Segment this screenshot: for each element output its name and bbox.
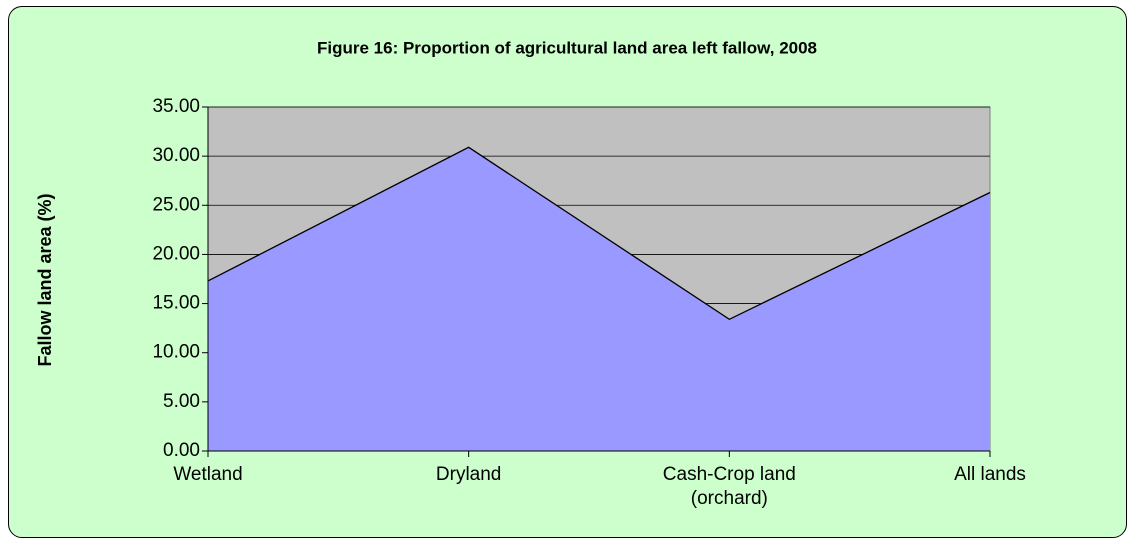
x-tick-label: Dryland (435, 464, 502, 485)
y-tick-label: 10.00 (152, 342, 200, 363)
area (208, 147, 990, 451)
y-tick-label: 15.00 (152, 293, 200, 314)
x-tick-label: Cash-Crop land (orchard) (662, 464, 796, 509)
y-tick-label: 30.00 (152, 145, 200, 166)
y-tick-label: 35.00 (152, 96, 200, 117)
area-outline (207, 146, 991, 321)
chart-title: Figure 16: Proportion of agricultural la… (317, 38, 817, 57)
x-tick-label: Wetland (173, 464, 243, 485)
y-tick-label: 5.00 (163, 391, 200, 412)
y-tick-label: 25.00 (152, 194, 200, 215)
y-axis-label: Fallow land area (%) (35, 193, 55, 366)
y-tick-label: 0.00 (163, 440, 200, 461)
y-tick-label: 20.00 (152, 243, 200, 264)
x-tick-label: All lands (954, 464, 1026, 485)
